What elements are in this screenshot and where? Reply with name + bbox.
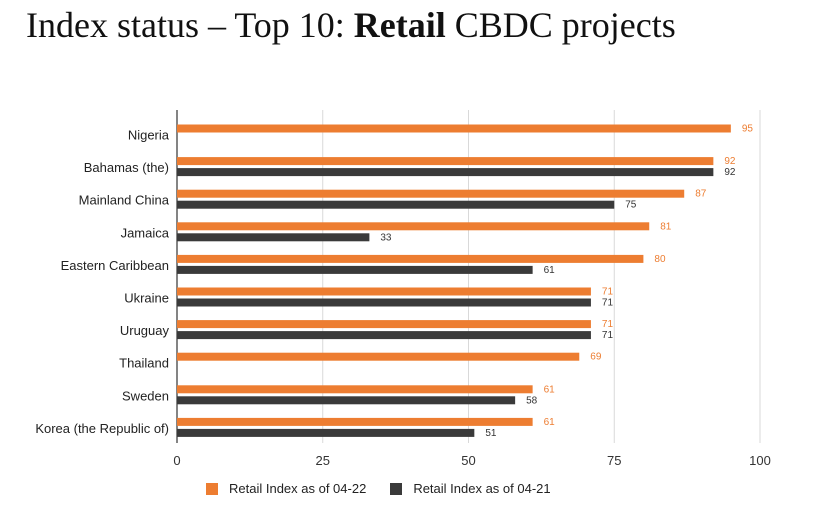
value-label-2021: 58 bbox=[526, 395, 538, 406]
category-label: Bahamas (the) bbox=[84, 160, 169, 175]
bar-2022 bbox=[177, 385, 533, 394]
bar-2021 bbox=[177, 168, 714, 177]
bar-2022 bbox=[177, 320, 591, 329]
value-label-2021: 71 bbox=[602, 298, 614, 309]
x-tick-label: 0 bbox=[173, 453, 180, 468]
value-label-2022: 61 bbox=[544, 384, 556, 395]
bar-2022 bbox=[177, 222, 650, 231]
bar-2022 bbox=[177, 254, 644, 263]
title-prefix: Index status – Top 10: bbox=[26, 5, 354, 45]
bar-2021 bbox=[177, 331, 591, 340]
chart-legend: Retail Index as of 04-22 Retail Index as… bbox=[206, 481, 575, 496]
x-tick-label: 25 bbox=[316, 453, 330, 468]
category-label: Uruguay bbox=[120, 323, 170, 338]
value-label-2021: 61 bbox=[544, 265, 556, 276]
x-tick-label: 100 bbox=[749, 453, 771, 468]
legend-item-2022: Retail Index as of 04-22 bbox=[206, 481, 366, 496]
bar-2022 bbox=[177, 287, 591, 296]
value-label-2022: 61 bbox=[544, 417, 556, 428]
title-suffix: CBDC projects bbox=[445, 5, 676, 45]
value-label-2022: 69 bbox=[590, 352, 602, 363]
value-label-2021: 51 bbox=[485, 428, 497, 439]
value-label-2022: 95 bbox=[742, 124, 754, 135]
value-label-2021: 33 bbox=[380, 232, 392, 243]
bar-2022 bbox=[177, 157, 714, 166]
bar-2021 bbox=[177, 200, 615, 209]
category-label: Mainland China bbox=[79, 193, 170, 208]
legend-swatch-2022 bbox=[206, 482, 218, 495]
bar-2021 bbox=[177, 298, 591, 307]
bar-2021 bbox=[177, 396, 516, 405]
value-label-2021: 71 bbox=[602, 330, 614, 341]
value-label-2022: 71 bbox=[602, 319, 614, 330]
value-label-2022: 81 bbox=[660, 221, 672, 232]
category-label: Thailand bbox=[119, 356, 169, 371]
page-title: Index status – Top 10: Retail CBDC proje… bbox=[26, 4, 676, 46]
category-label: Ukraine bbox=[124, 291, 169, 306]
value-label-2022: 80 bbox=[654, 254, 666, 265]
x-tick-label: 50 bbox=[461, 453, 475, 468]
value-label-2021: 92 bbox=[724, 167, 736, 178]
value-label-2022: 92 bbox=[724, 156, 736, 167]
category-label: Eastern Caribbean bbox=[61, 258, 169, 273]
legend-label-2021: Retail Index as of 04-21 bbox=[413, 481, 551, 496]
bar-2021 bbox=[177, 428, 475, 437]
category-label: Korea (the Republic of) bbox=[35, 421, 169, 436]
value-label-2021: 75 bbox=[625, 200, 637, 211]
bar-2022 bbox=[177, 124, 731, 133]
legend-item-2021: Retail Index as of 04-21 bbox=[390, 481, 551, 496]
value-label-2022: 71 bbox=[602, 287, 614, 298]
bar-2021 bbox=[177, 233, 370, 242]
category-label: Nigeria bbox=[128, 128, 170, 143]
bar-2022 bbox=[177, 189, 685, 198]
legend-swatch-2021 bbox=[390, 482, 403, 495]
category-label: Sweden bbox=[122, 388, 169, 403]
x-tick-label: 75 bbox=[607, 453, 621, 468]
category-label: Jamaica bbox=[121, 225, 170, 240]
bar-2022 bbox=[177, 352, 580, 361]
bar-2022 bbox=[177, 417, 533, 426]
bar-2021 bbox=[177, 265, 533, 274]
legend-label-2022: Retail Index as of 04-22 bbox=[229, 481, 367, 496]
title-bold: Retail bbox=[353, 5, 446, 45]
value-label-2022: 87 bbox=[695, 189, 707, 200]
